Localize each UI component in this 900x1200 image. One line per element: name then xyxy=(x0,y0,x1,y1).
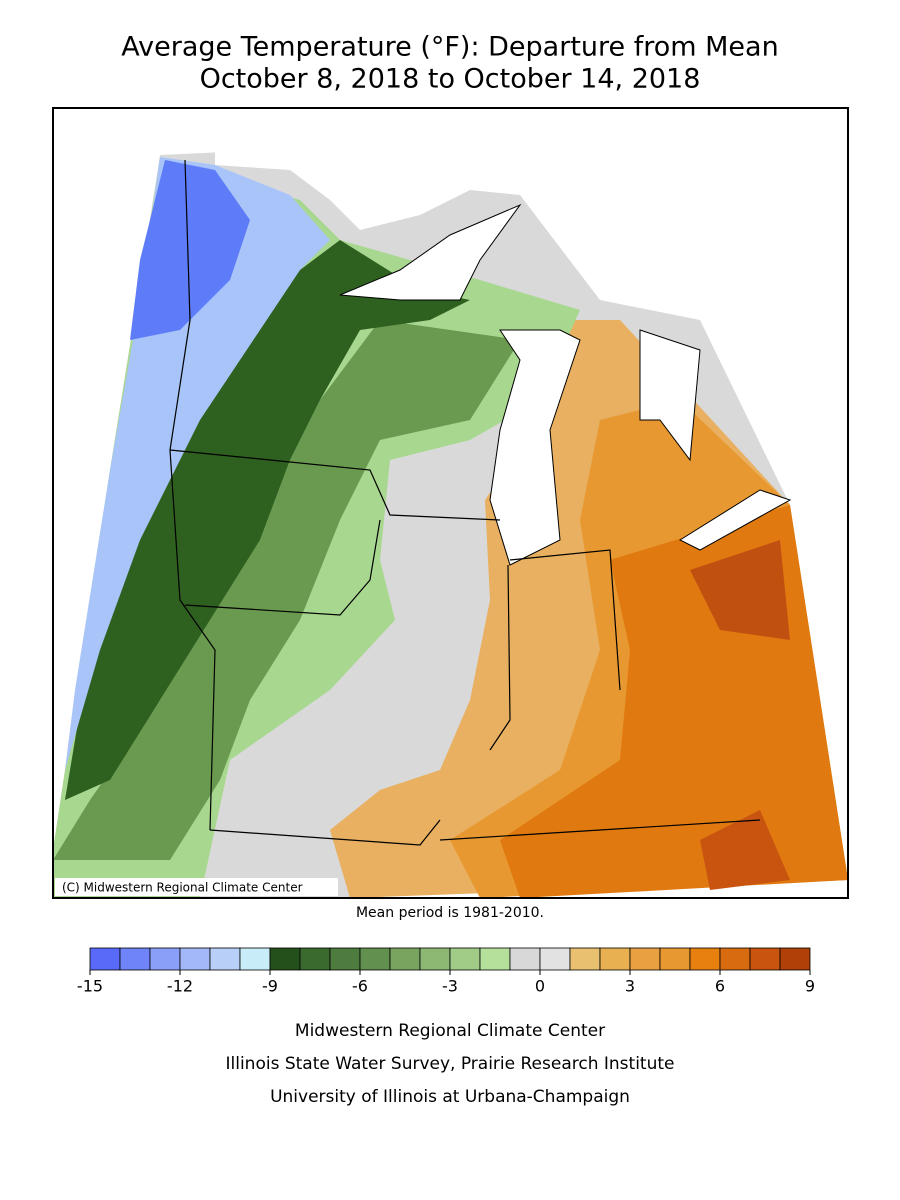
color-box xyxy=(509,947,541,971)
color-box xyxy=(479,947,511,971)
tick-label: -12 xyxy=(167,977,193,996)
tick-label: 9 xyxy=(805,977,815,996)
color-box xyxy=(539,947,571,971)
color-box xyxy=(239,947,271,971)
color-box xyxy=(329,947,361,971)
state-line xyxy=(509,549,621,691)
state-line xyxy=(439,819,761,841)
tick-label: -6 xyxy=(352,977,368,996)
tick-label: 6 xyxy=(715,977,725,996)
map: (C) Midwestern Regional Climate Center xyxy=(52,107,849,899)
lake xyxy=(639,329,701,462)
color-box xyxy=(389,947,421,971)
lake xyxy=(489,329,581,566)
color-box xyxy=(419,947,451,971)
color-box xyxy=(569,947,601,971)
copyright-box xyxy=(55,878,338,896)
region xyxy=(700,810,790,890)
color-box xyxy=(629,947,661,971)
color-box xyxy=(269,947,301,971)
color-box xyxy=(119,947,151,971)
state-line xyxy=(184,519,381,616)
color-box xyxy=(749,947,781,971)
map-frame xyxy=(52,107,849,899)
colorbar: -15 -12 -9 -6 -3 0 3 6 9 xyxy=(77,947,815,996)
color-box xyxy=(359,947,391,971)
tick-label: 3 xyxy=(625,977,635,996)
region xyxy=(53,320,520,860)
lake xyxy=(678,489,792,551)
color-box xyxy=(149,947,181,971)
region xyxy=(690,540,790,640)
land-unshaded xyxy=(215,110,795,505)
state-line xyxy=(169,159,216,831)
tick-label: -3 xyxy=(442,977,458,996)
tick-label: -15 xyxy=(77,977,103,996)
title-line: Average Temperature (°F): Departure from… xyxy=(121,32,778,63)
tick-label: 0 xyxy=(535,977,545,996)
color-box xyxy=(449,947,481,971)
footer-line: Midwestern Regional Climate Center xyxy=(295,1021,605,1041)
color-box xyxy=(689,947,721,971)
title-line: October 8, 2018 to October 14, 2018 xyxy=(200,64,701,95)
color-box xyxy=(779,947,811,971)
state-line xyxy=(489,564,511,751)
tick-label: -9 xyxy=(262,977,278,996)
color-box xyxy=(209,947,241,971)
color-box xyxy=(179,947,211,971)
region xyxy=(65,157,330,770)
color-box xyxy=(659,947,691,971)
footer-line: Illinois State Water Survey, Prairie Res… xyxy=(226,1054,675,1074)
mean-period-note: Mean period is 1981-2010. xyxy=(356,905,544,921)
color-box xyxy=(299,947,331,971)
color-box xyxy=(599,947,631,971)
region xyxy=(130,160,250,340)
state-line xyxy=(209,819,441,846)
color-box xyxy=(89,947,121,971)
copyright: (C) Midwestern Regional Climate Center xyxy=(62,881,303,895)
lake xyxy=(339,203,522,301)
state-line xyxy=(169,449,501,521)
color-box xyxy=(719,947,751,971)
footer-line: University of Illinois at Urbana-Champai… xyxy=(270,1087,630,1107)
region xyxy=(65,240,470,800)
